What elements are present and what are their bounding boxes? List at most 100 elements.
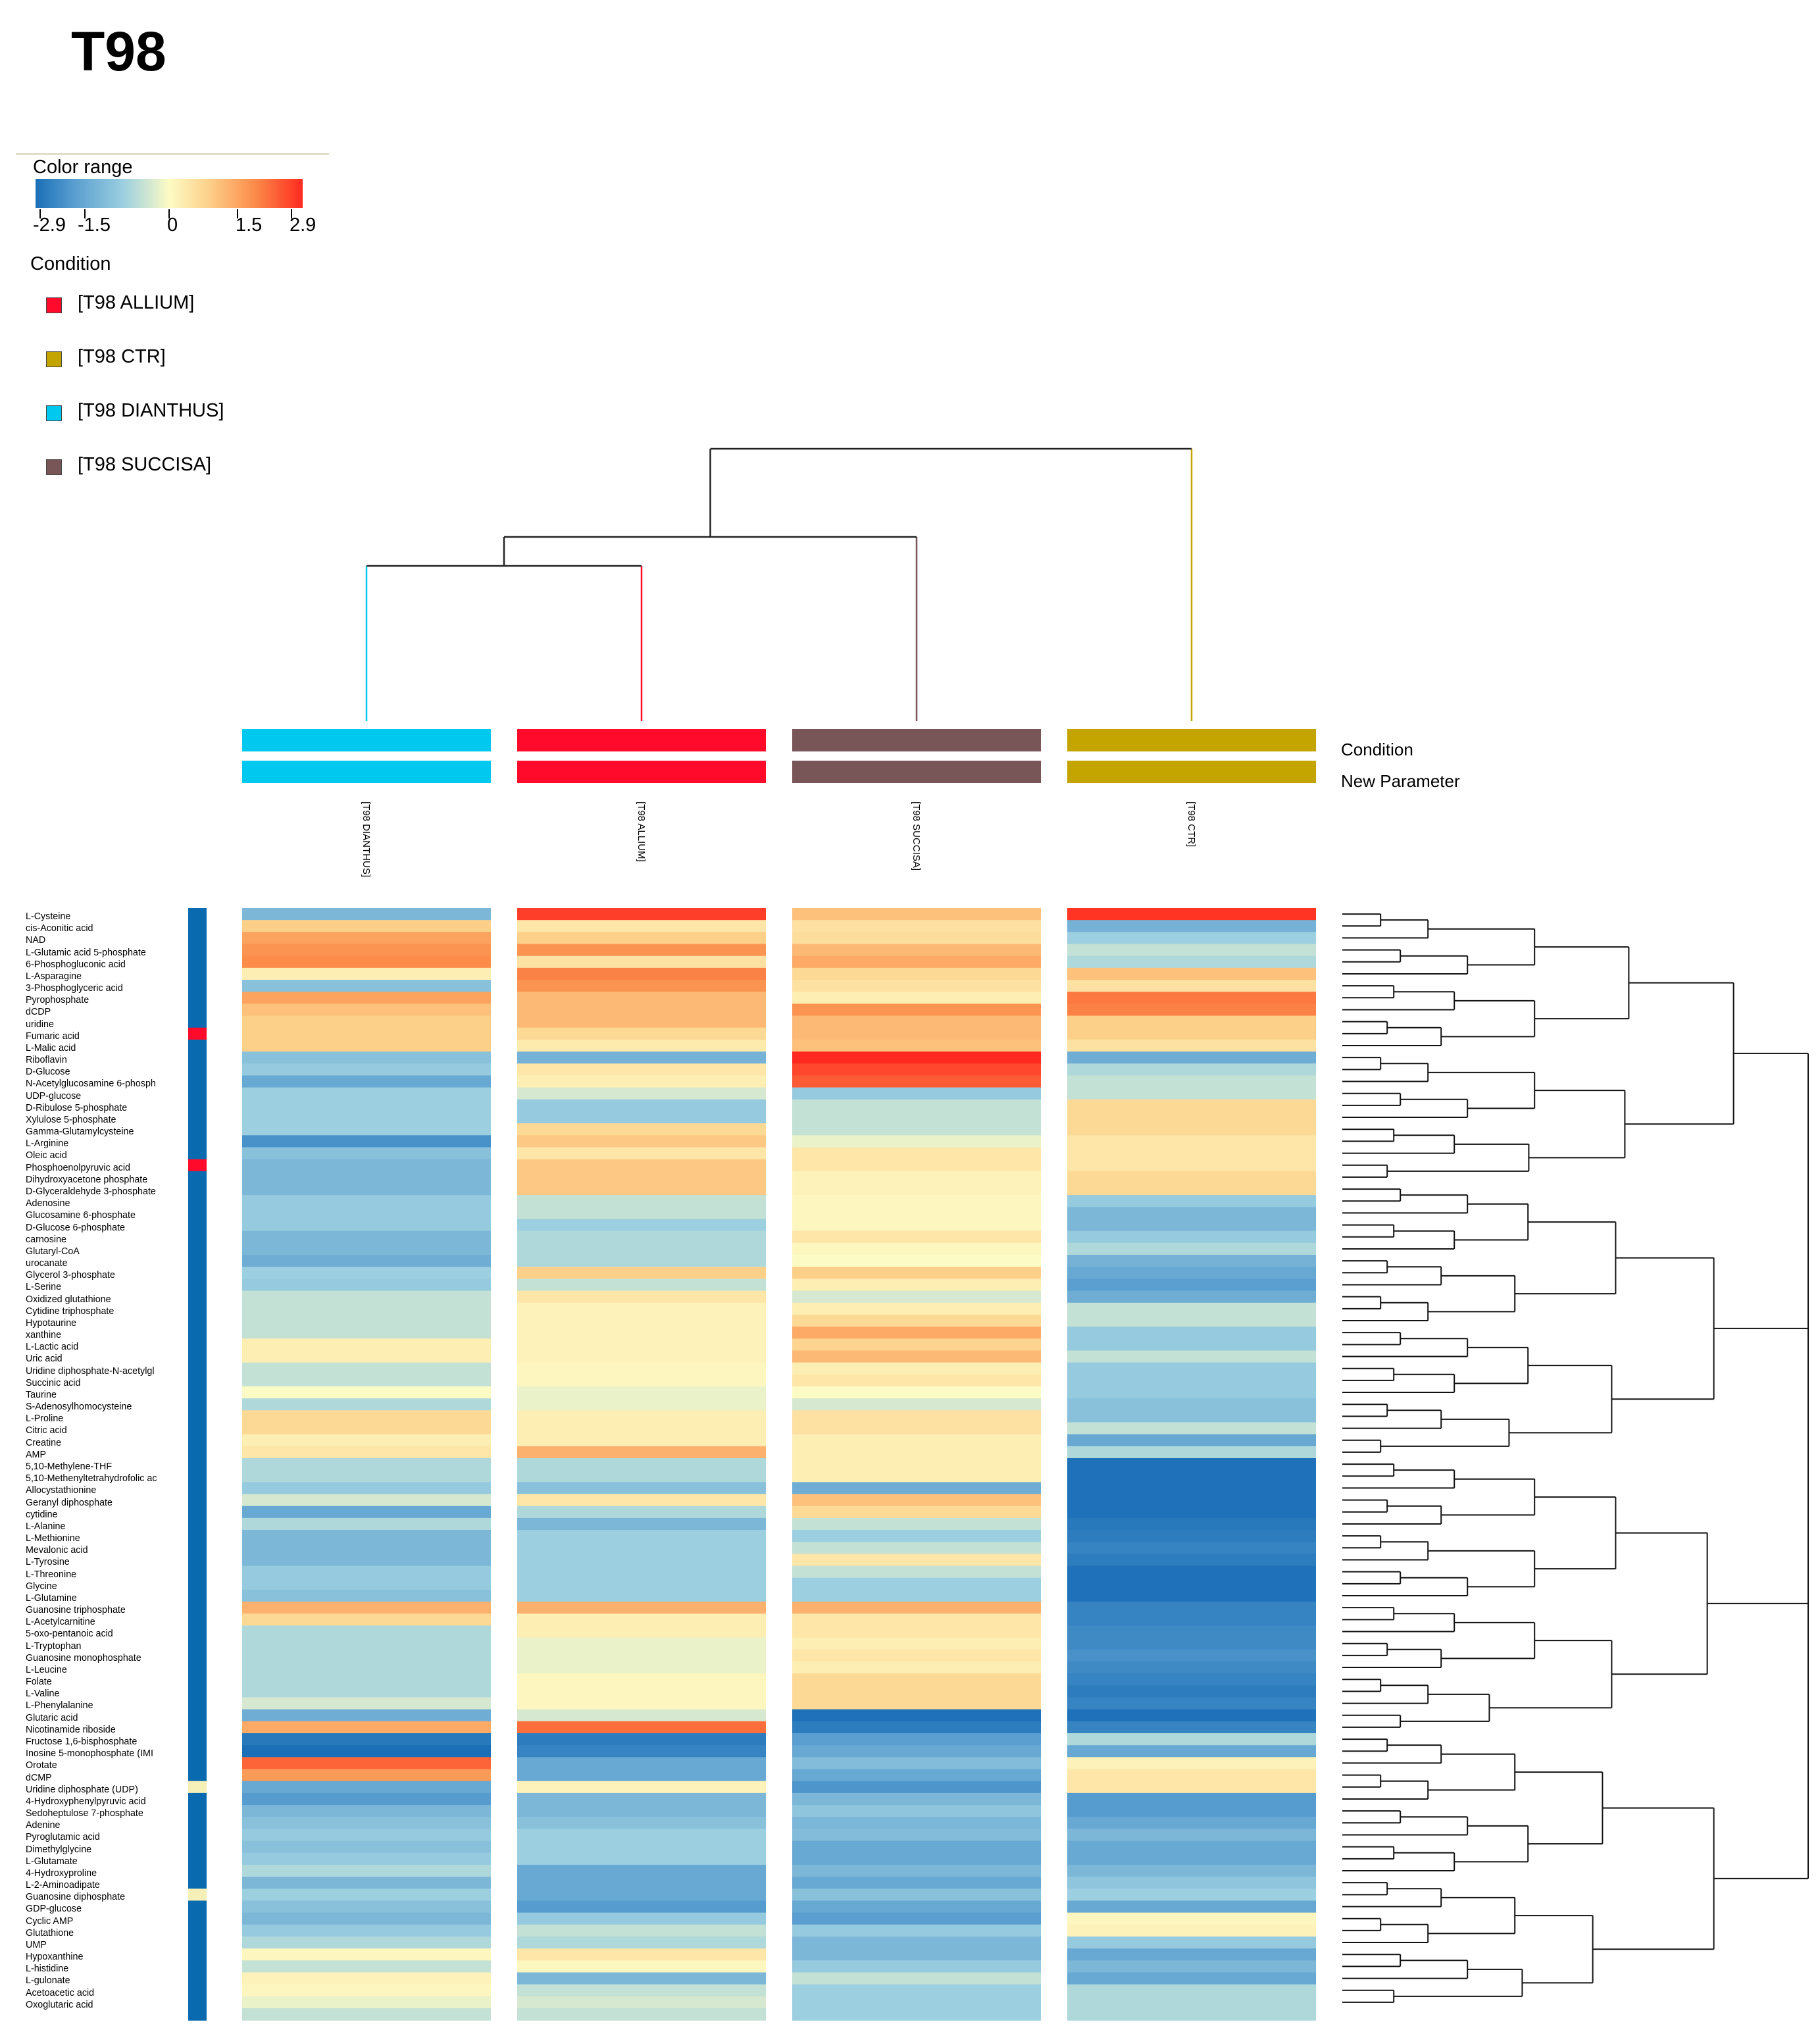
row-label: 4-Hydroxyproline — [26, 1867, 97, 1879]
row-label: Xylulose 5-phosphate — [26, 1114, 116, 1125]
annotation-label-condition: Condition — [1341, 740, 1413, 759]
heatmap-cell — [517, 1589, 766, 1602]
heatmap-cell — [242, 1338, 491, 1352]
heatmap-cell — [1067, 1147, 1316, 1160]
heatmap-cell — [517, 1817, 766, 1829]
heatmap-cell — [242, 1900, 491, 1914]
row-condition-cell — [188, 1829, 207, 1842]
colorbar-tick-mark — [291, 209, 292, 218]
heatmap-cell — [242, 1625, 491, 1638]
row-label: Glycerol 3-phosphate — [26, 1270, 115, 1281]
row-condition-cell — [188, 1936, 207, 1949]
row-condition-cell — [188, 1840, 207, 1854]
row-condition-cell — [188, 1434, 207, 1447]
heatmap-cell — [792, 1805, 1041, 1817]
row-condition-cell — [188, 1565, 207, 1579]
heatmap-cell — [1067, 1506, 1316, 1519]
heatmap-cell — [242, 1267, 491, 1279]
row-label: L-Tryptophan — [26, 1640, 82, 1652]
row-label: Uridine diphosphate (UDP) — [26, 1784, 138, 1795]
heatmap-cell — [242, 1087, 491, 1100]
row-label: urocanate — [26, 1258, 68, 1269]
heatmap-cell — [242, 1027, 491, 1040]
heatmap-cell — [242, 980, 491, 992]
heatmap-cell — [1067, 1039, 1316, 1052]
heatmap-cell — [792, 1135, 1041, 1148]
row-condition-cell — [188, 1757, 207, 1770]
heatmap-cell — [1067, 1602, 1316, 1614]
row-condition-cell — [188, 1052, 207, 1064]
heatmap-cell — [792, 1494, 1041, 1507]
heatmap-cell — [792, 1733, 1041, 1746]
row-label: L-histidine — [26, 1964, 69, 1975]
heatmap-cell — [1067, 1386, 1316, 1399]
row-label: uridine — [26, 1019, 54, 1030]
row-condition-cell — [188, 1135, 207, 1148]
heatmap-cell — [242, 1709, 491, 1722]
row-condition-cell — [188, 1171, 207, 1184]
row-condition-cell — [188, 1242, 207, 1255]
heatmap-cell — [517, 1781, 766, 1794]
heatmap-cell — [1067, 1984, 1316, 1997]
heatmap-cell — [242, 1829, 491, 1842]
row-condition-cell — [188, 1792, 207, 1806]
heatmap-cell — [1067, 1207, 1316, 1220]
heatmap-cell — [1067, 1948, 1316, 1961]
legend-swatch-t98-dianthus — [46, 405, 62, 421]
row-label: L-Glutamic acid 5-phosphate — [26, 947, 146, 958]
heatmap-cell — [242, 1015, 491, 1028]
row-condition-cell — [188, 1864, 207, 1877]
heatmap-cell — [242, 1613, 491, 1627]
row-label: L-Tyrosine — [26, 1557, 70, 1568]
heatmap-cell — [242, 1685, 491, 1698]
heatmap-cell — [792, 1565, 1041, 1579]
row-label: Guanosine monophosphate — [26, 1652, 141, 1663]
row-label: Succinic acid — [26, 1377, 81, 1388]
heatmap-cell — [517, 1063, 766, 1077]
heatmap-cell — [1067, 1314, 1316, 1327]
row-condition-cell — [188, 1327, 207, 1339]
heatmap-cell — [242, 1350, 491, 1363]
heatmap-cell — [242, 1494, 491, 1507]
row-condition-cell — [188, 1087, 207, 1100]
heatmap-cell — [242, 1565, 491, 1579]
heatmap-cell — [792, 1434, 1041, 1447]
heatmap-cell — [1067, 1135, 1316, 1148]
heatmap-cell — [242, 1075, 491, 1088]
row-label: 4-Hydroxyphenylpyruvic acid — [26, 1796, 146, 1807]
heatmap-cell — [242, 1279, 491, 1292]
heatmap-cell — [792, 980, 1041, 992]
row-condition-cell — [188, 1589, 207, 1602]
heatmap-cell — [517, 967, 766, 980]
heatmap-cell — [792, 1195, 1041, 1207]
heatmap-cell — [792, 1769, 1041, 1782]
heatmap-cell — [792, 1673, 1041, 1686]
row-condition-cell — [188, 980, 207, 992]
row-label: Allocystathionine — [26, 1485, 97, 1496]
heatmap-cell — [792, 1052, 1041, 1064]
row-label: Folate — [26, 1677, 52, 1688]
row-label: GDP-glucose — [26, 1904, 82, 1915]
heatmap-cell — [517, 1960, 766, 1973]
heatmap-cell — [517, 1565, 766, 1579]
heatmap-cell — [1067, 1458, 1316, 1471]
heatmap-cell — [1067, 1255, 1316, 1267]
heatmap-cell — [242, 1889, 491, 1902]
row-condition-cell — [188, 1889, 207, 1902]
heatmap-cell — [517, 1111, 766, 1124]
heatmap-cell — [517, 1087, 766, 1100]
row-label: L-gulonate — [26, 1975, 70, 1987]
heatmap-cell — [792, 1087, 1041, 1100]
legend-swatch-t98-succisa — [46, 459, 62, 475]
row-condition-cell — [188, 1183, 207, 1196]
heatmap-cell — [242, 1052, 491, 1064]
row-label: L-Glutamate — [26, 1856, 78, 1867]
heatmap-cell — [517, 1003, 766, 1017]
heatmap-cell — [517, 1207, 766, 1220]
row-condition-cell — [188, 1219, 207, 1232]
row-label: Phosphoenolpyruvic acid — [26, 1162, 130, 1173]
heatmap-cell — [792, 1936, 1041, 1949]
row-label: Creatine — [26, 1437, 62, 1448]
heatmap-cell — [242, 1470, 491, 1483]
row-label: AMP — [26, 1449, 46, 1460]
